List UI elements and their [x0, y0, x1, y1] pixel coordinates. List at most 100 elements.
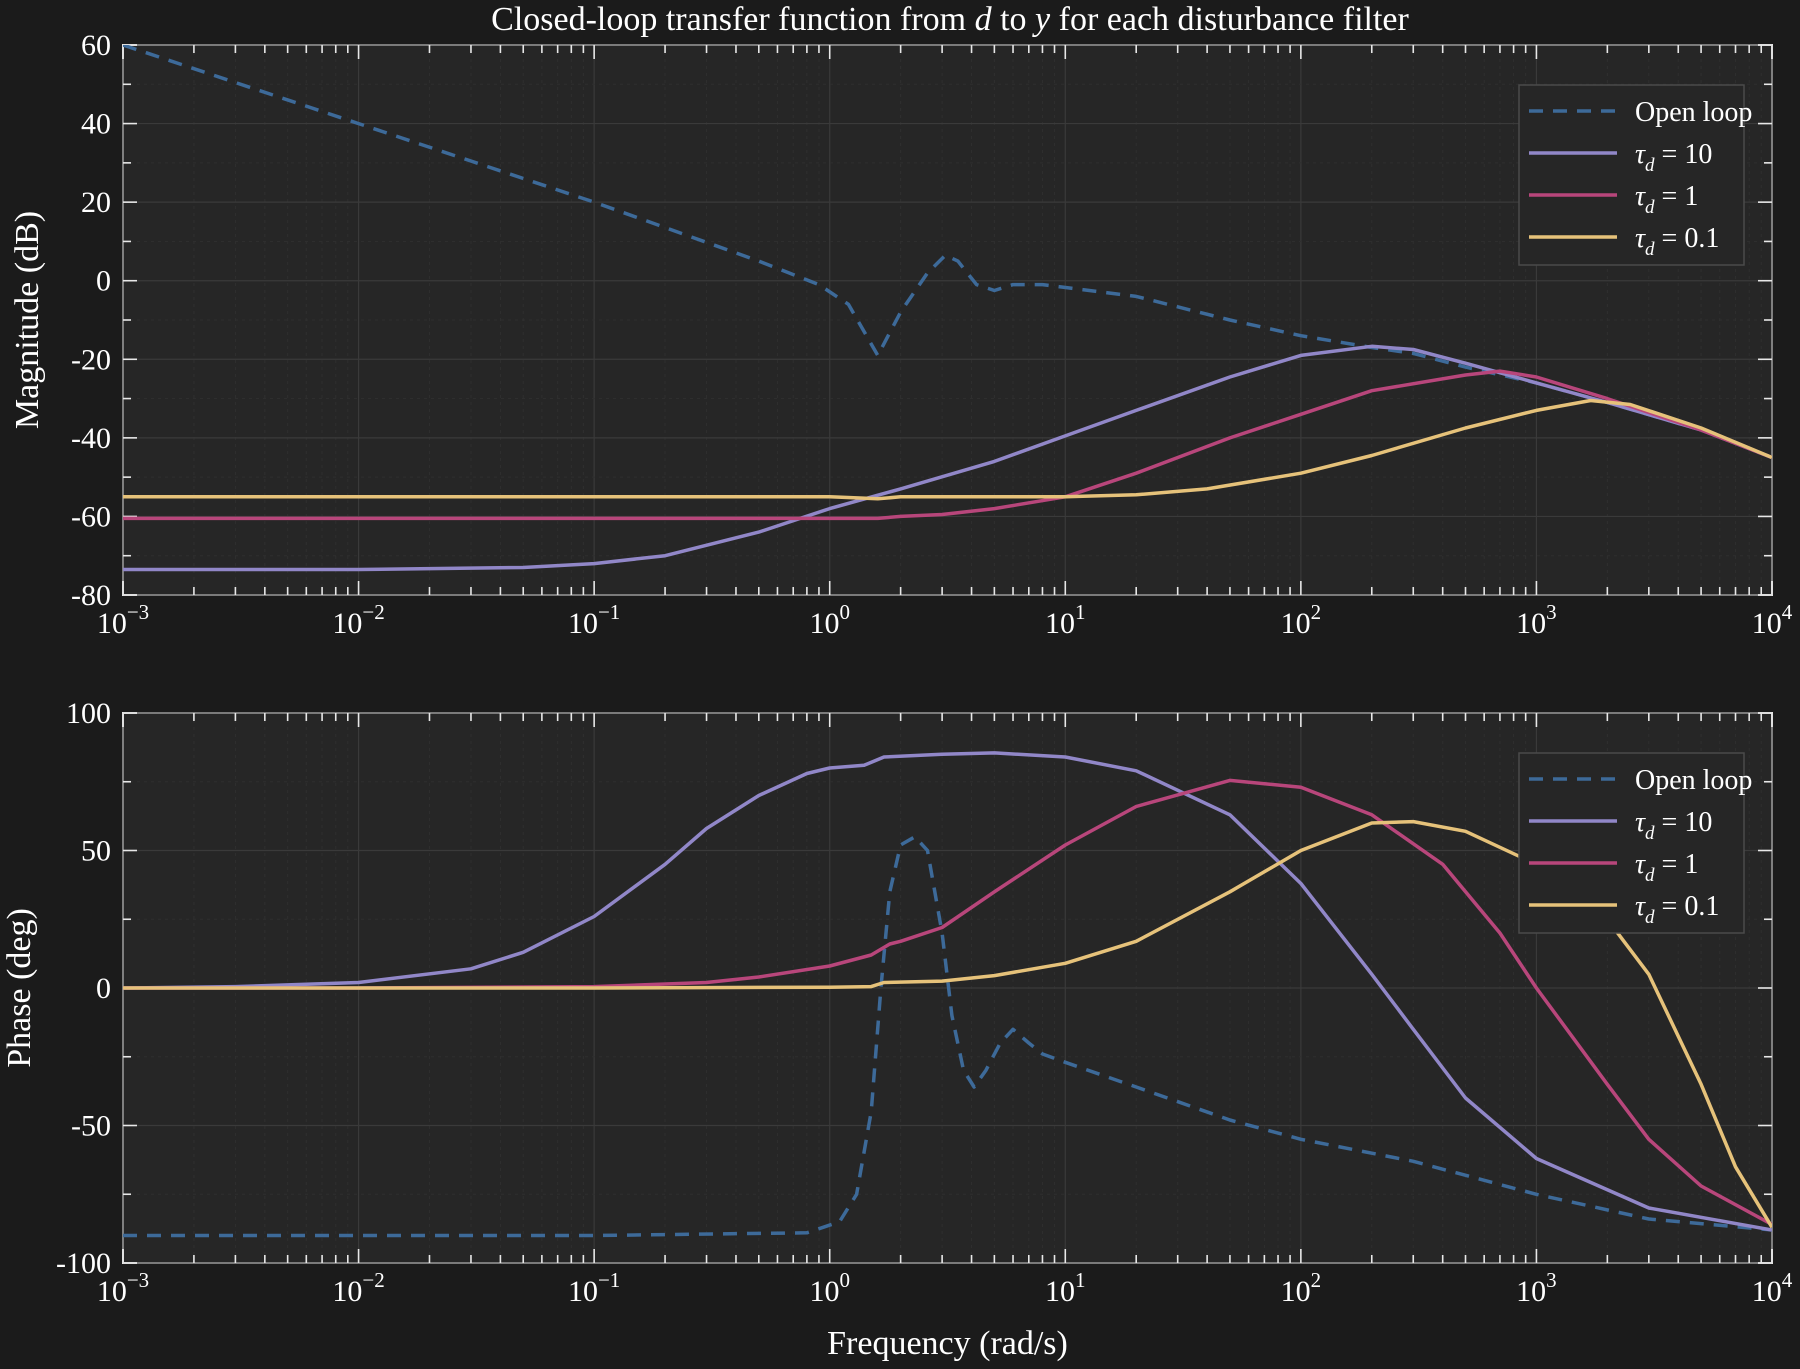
series-line [123, 344, 1772, 572]
x-tick-exponent: 1 [1075, 1268, 1086, 1292]
x-tick-exponent: −1 [598, 600, 620, 624]
legend-box [1518, 752, 1745, 934]
x-tick-exponent: 4 [1782, 600, 1793, 624]
x-tick-exponent: 1 [1075, 600, 1086, 624]
tick-marks [122, 712, 1773, 1264]
x-tick-exponent: 2 [1311, 600, 1322, 624]
x-tick-base: 10 [809, 1275, 839, 1308]
legend-text: = 10 [1655, 807, 1713, 838]
legend-subscript: d [1645, 865, 1655, 886]
series-line [123, 751, 1772, 1232]
series-line [123, 778, 1772, 1227]
x-tick-exponent: −2 [362, 600, 384, 624]
x-tick-exponent: −2 [362, 1268, 384, 1292]
x-tick-label: 10−3 [97, 600, 149, 640]
legend-text: Open loop [1635, 765, 1752, 796]
x-tick-label: 10−3 [97, 1268, 149, 1308]
x-tick-base: 10 [1516, 1275, 1546, 1308]
y-tick-label: -20 [71, 343, 111, 376]
legend-label: τd = 10 [1635, 139, 1712, 176]
x-tick-exponent: −3 [127, 1268, 149, 1292]
x-tick-base: 10 [1045, 1275, 1075, 1308]
y-tick-label: -50 [71, 1110, 111, 1143]
legend-text: = 1 [1655, 849, 1699, 880]
x-tick-base: 10 [332, 607, 362, 640]
x-tick-base: 10 [568, 1275, 598, 1308]
series-group [123, 45, 1772, 572]
x-tick-exponent: 3 [1546, 1268, 1557, 1292]
x-tick-base: 10 [1281, 1275, 1311, 1308]
x-tick-base: 10 [1516, 607, 1546, 640]
legend-label: Open loop [1635, 765, 1752, 796]
series-line [123, 45, 1772, 460]
x-tick-label: 104 [1752, 1268, 1793, 1308]
y-tick-label: -60 [71, 500, 111, 533]
legend-text: = 1 [1655, 181, 1699, 212]
x-tick-label: 104 [1752, 600, 1793, 640]
legend-symbol: τ [1635, 181, 1646, 212]
series-line [123, 835, 1772, 1238]
y-tick-label: 50 [81, 835, 111, 868]
y-tick-label: 20 [81, 186, 111, 219]
y-tick-label: -100 [56, 1247, 111, 1280]
legend-subscript: d [1645, 155, 1655, 176]
legend-box [1518, 84, 1745, 266]
x-tick-base: 10 [1045, 607, 1075, 640]
title-part: y [1032, 1, 1051, 38]
y-tick-label: 60 [81, 29, 111, 62]
legend-label: τd = 0.1 [1635, 223, 1719, 260]
x-tick-exponent: −1 [598, 1268, 620, 1292]
legend-text: = 10 [1655, 139, 1713, 170]
title-part: to [992, 1, 1035, 38]
x-tick-base: 10 [809, 607, 839, 640]
x-tick-label: 100 [809, 1268, 850, 1308]
legend-symbol: τ [1635, 891, 1646, 922]
x-tick-base: 10 [97, 1275, 127, 1308]
y-tick-label: 40 [81, 108, 111, 141]
x-tick-base: 10 [332, 1275, 362, 1308]
x-tick-label: 102 [1281, 1268, 1322, 1308]
x-tick-base: 10 [1752, 1275, 1782, 1308]
y-axis-label: Phase (deg) [1, 908, 38, 1068]
legend-label: τd = 10 [1635, 807, 1712, 844]
x-tick-base: 10 [1281, 607, 1311, 640]
legend-symbol: τ [1635, 139, 1646, 170]
x-tick-base: 10 [1752, 607, 1782, 640]
x-tick-exponent: −3 [127, 600, 149, 624]
y-tick-label: -80 [71, 579, 111, 612]
title-part: for each disturbance filter [1050, 1, 1409, 38]
x-tick-label: 100 [809, 600, 850, 640]
x-tick-label: 103 [1516, 600, 1557, 640]
legend-subscript: d [1645, 907, 1655, 928]
x-tick-label: 101 [1045, 1268, 1086, 1308]
y-tick-label: 0 [96, 972, 111, 1005]
legend-text: Open loop [1635, 97, 1752, 128]
legend-subscript: d [1645, 239, 1655, 260]
x-tick-label: 10−2 [332, 1268, 384, 1308]
x-tick-label: 103 [1516, 1268, 1557, 1308]
legend-subscript: d [1645, 823, 1655, 844]
x-tick-exponent: 2 [1311, 1268, 1322, 1292]
x-tick-label: 10−1 [568, 1268, 620, 1308]
legend-text: = 0.1 [1655, 891, 1720, 922]
x-axis-label: Frequency (rad/s) [827, 1325, 1068, 1362]
title-part: Closed-loop transfer function from [491, 1, 974, 38]
grid [122, 44, 1773, 596]
y-tick-label: 0 [96, 265, 111, 298]
chart-title: Closed-loop transfer function from d to … [491, 1, 1409, 38]
x-tick-exponent: 3 [1546, 600, 1557, 624]
x-tick-exponent: 0 [839, 600, 850, 624]
legend-label: Open loop [1635, 97, 1752, 128]
x-tick-label: 102 [1281, 600, 1322, 640]
x-tick-label: 10−1 [568, 600, 620, 640]
legend-label: τd = 1 [1635, 849, 1698, 886]
legend-symbol: τ [1635, 849, 1646, 880]
x-tick-label: 10−2 [332, 600, 384, 640]
legend-label: τd = 1 [1635, 181, 1698, 218]
legend-symbol: τ [1635, 223, 1646, 254]
y-tick-label: 100 [66, 697, 111, 730]
x-tick-base: 10 [568, 607, 598, 640]
